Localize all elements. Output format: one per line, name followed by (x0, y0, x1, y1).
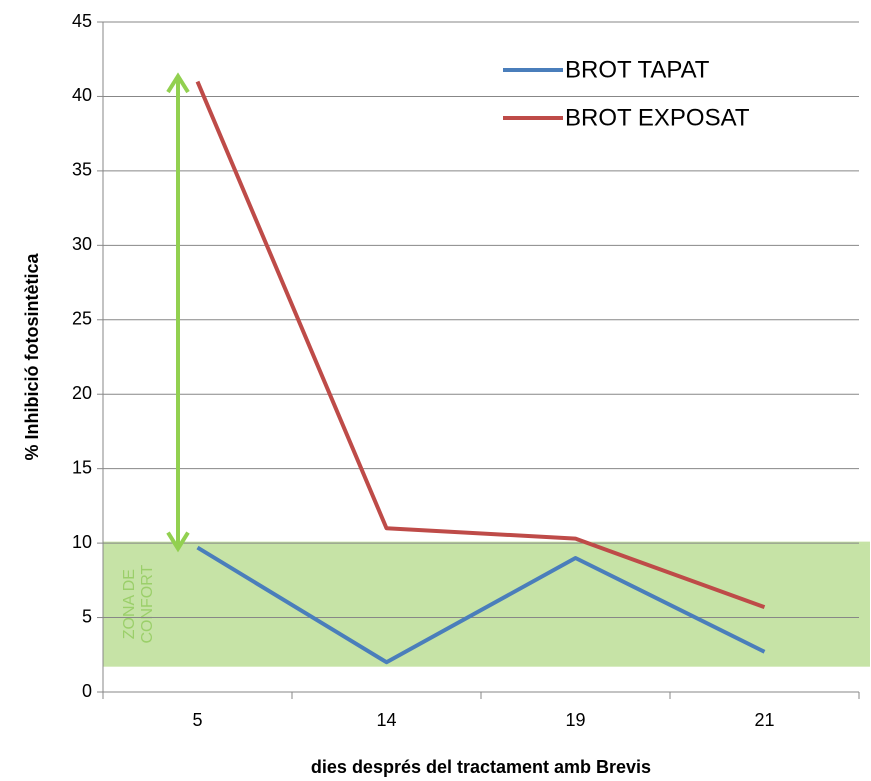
y-tick-label: 35 (72, 160, 92, 180)
x-tick-label: 5 (192, 710, 202, 730)
comfort-zone (103, 541, 870, 667)
y-tick-label: 45 (72, 11, 92, 31)
y-tick-label: 20 (72, 383, 92, 403)
series-line (195, 80, 766, 610)
arrow-head (166, 72, 190, 94)
y-tick-label: 40 (72, 85, 92, 105)
legend-label: BROT EXPOSAT (565, 104, 750, 131)
legend-label: BROT TAPAT (565, 56, 710, 83)
x-tick-label: 14 (376, 710, 396, 730)
zone-label-line: CONFORT (139, 565, 156, 644)
zone-label: ZONA DECONFORT (121, 565, 156, 644)
arrow-head (166, 531, 190, 553)
series-line (196, 545, 766, 665)
y-tick-label: 30 (72, 234, 92, 254)
y-tick-label: 0 (82, 681, 92, 701)
zone-label-line: ZONA DE (121, 569, 138, 639)
y-tick-label: 15 (72, 457, 92, 477)
y-tick-label: 5 (82, 606, 92, 626)
y-tick-label: 25 (72, 309, 92, 329)
x-tick-label: 19 (565, 710, 585, 730)
x-tick-label: 21 (754, 710, 774, 730)
y-tick-label: 10 (72, 532, 92, 552)
x-axis-title: dies després del tractament amb Brevis (311, 757, 651, 777)
y-axis-title: % Inhibició fotosintètica (22, 253, 42, 461)
